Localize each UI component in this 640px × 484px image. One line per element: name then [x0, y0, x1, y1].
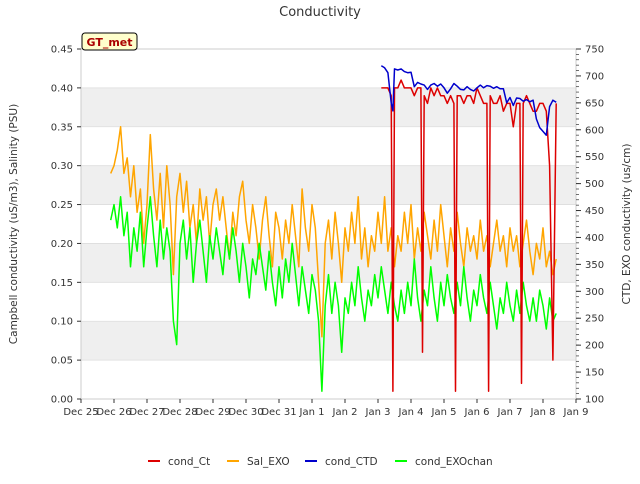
y-tick-label: 0.30: [51, 161, 73, 172]
y2-tick-label: 700: [585, 71, 604, 82]
y-axis-right: 100 150 200 250 300 350 400 450 500 550 600 650 700 7…: [576, 45, 604, 406]
y-tick-label: 0.00: [51, 395, 73, 406]
series-line-cond-exochan: [109, 196, 557, 392]
x-tick-label: Jan 9: [563, 407, 589, 418]
grid-band: [81, 87, 576, 127]
y2-tick-label: 450: [585, 206, 604, 217]
x-tick-label: Jan 2: [332, 407, 358, 418]
grid-band: [81, 282, 576, 322]
y2-tick-label: 200: [585, 341, 604, 352]
x-tick-label: Jan 6: [464, 407, 490, 418]
x-tick-label: Dec 31: [261, 407, 296, 418]
y2-tick-label: 550: [585, 152, 604, 163]
y2-tick-label: 750: [585, 45, 604, 56]
grid-band: [81, 49, 576, 88]
y-tick-label: 0.20: [51, 239, 73, 250]
y2-tick-label: 350: [585, 260, 604, 271]
x-tick-label: Jan 5: [431, 407, 457, 418]
y-tick-label: 0.25: [51, 200, 73, 211]
y2-tick-label: 650: [585, 98, 604, 109]
station-badge: GT_met: [81, 32, 138, 51]
y2-tick-label: 400: [585, 233, 604, 244]
x-tick-label: Dec 30: [228, 407, 263, 418]
y-tick-label: 0.05: [51, 356, 73, 367]
y2-tick-label: 500: [585, 179, 604, 190]
badge-text: GT_met: [86, 36, 132, 49]
x-tick-label: Dec 28: [162, 407, 197, 418]
legend-label: cond_Ct: [168, 456, 210, 468]
y-tick-label: 0.10: [51, 317, 73, 328]
y-tick-label: 0.40: [51, 83, 73, 94]
y-axis-left: 0.00 0.05 0.10 0.15 0.20 0.25 0.30 0.35 0.40 0.45: [51, 45, 81, 406]
legend-label: cond_CTD: [325, 456, 378, 468]
legend-label: Sal_EXO: [247, 456, 290, 468]
grid-band: [81, 165, 576, 205]
grid-band: [81, 321, 576, 361]
grid-band: [81, 360, 576, 399]
y2-tick-label: 600: [585, 125, 604, 136]
y-axis-label: Campbell conductivity (uS/m3), Salinity …: [8, 104, 20, 344]
y-tick-label: 0.15: [51, 278, 73, 289]
x-tick-label: Dec 29: [195, 407, 230, 418]
badge-box: [81, 32, 138, 51]
x-tick-label: Dec 25: [63, 407, 98, 418]
x-tick-label: Jan 1: [299, 407, 325, 418]
y2-axis-label: CTD, EXO conductivity (us/cm): [621, 144, 633, 305]
y2-tick-label: 250: [585, 314, 604, 325]
grid-band: [81, 126, 576, 166]
y-tick-label: 0.45: [51, 45, 73, 56]
x-tick-label: Jan 3: [365, 407, 391, 418]
legend: cond_Ct Sal_EXO cond_CTD cond_EXOchan: [148, 456, 493, 468]
series-line-sal-exo: [110, 126, 557, 338]
x-tick-label: Dec 27: [129, 407, 164, 418]
chart-title: Conductivity: [279, 5, 361, 20]
y2-tick-label: 150: [585, 368, 604, 379]
legend-label: cond_EXOchan: [415, 456, 493, 468]
y2-tick-label: 300: [585, 287, 604, 298]
series-layer: [109, 65, 557, 392]
x-tick-label: Jan 4: [398, 407, 424, 418]
series-line-cond-ctd: [380, 65, 557, 136]
plot-frame: [80, 48, 577, 400]
x-tick-label: Dec 26: [96, 407, 131, 418]
x-tick-label: Jan 8: [530, 407, 556, 418]
y2-tick-label: 100: [585, 395, 604, 406]
x-tick-label: Jan 7: [497, 407, 523, 418]
y-tick-label: 0.35: [51, 122, 73, 133]
